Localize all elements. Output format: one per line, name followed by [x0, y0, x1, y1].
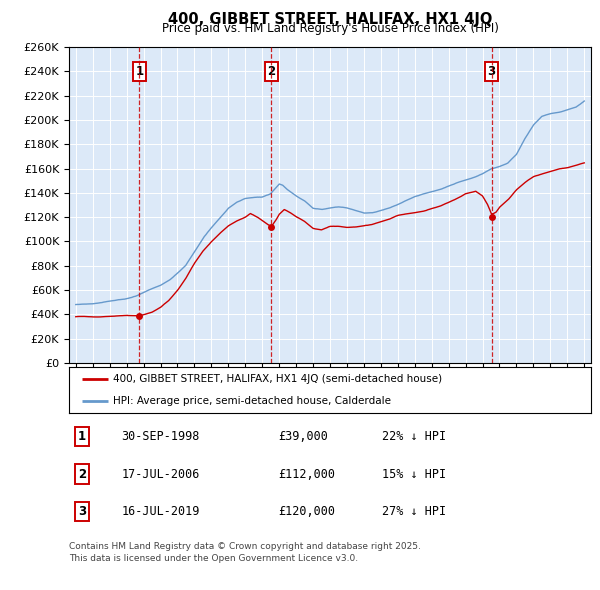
Text: 22% ↓ HPI: 22% ↓ HPI	[382, 430, 446, 443]
Text: 27% ↓ HPI: 27% ↓ HPI	[382, 505, 446, 518]
Text: Contains HM Land Registry data © Crown copyright and database right 2025.
This d: Contains HM Land Registry data © Crown c…	[69, 542, 421, 563]
Text: 2: 2	[78, 467, 86, 480]
Text: 1: 1	[135, 65, 143, 78]
Text: 30-SEP-1998: 30-SEP-1998	[121, 430, 200, 443]
Text: 3: 3	[488, 65, 496, 78]
Text: £112,000: £112,000	[278, 467, 335, 480]
Text: 17-JUL-2006: 17-JUL-2006	[121, 467, 200, 480]
Text: £39,000: £39,000	[278, 430, 328, 443]
Text: 3: 3	[78, 505, 86, 518]
Text: 2: 2	[267, 65, 275, 78]
Text: Price paid vs. HM Land Registry's House Price Index (HPI): Price paid vs. HM Land Registry's House …	[161, 22, 499, 35]
Text: 15% ↓ HPI: 15% ↓ HPI	[382, 467, 446, 480]
Text: 400, GIBBET STREET, HALIFAX, HX1 4JQ (semi-detached house): 400, GIBBET STREET, HALIFAX, HX1 4JQ (se…	[113, 375, 442, 385]
Text: 1: 1	[78, 430, 86, 443]
Text: 400, GIBBET STREET, HALIFAX, HX1 4JQ: 400, GIBBET STREET, HALIFAX, HX1 4JQ	[168, 12, 492, 27]
Text: 16-JUL-2019: 16-JUL-2019	[121, 505, 200, 518]
Text: £120,000: £120,000	[278, 505, 335, 518]
Text: HPI: Average price, semi-detached house, Calderdale: HPI: Average price, semi-detached house,…	[113, 395, 391, 405]
